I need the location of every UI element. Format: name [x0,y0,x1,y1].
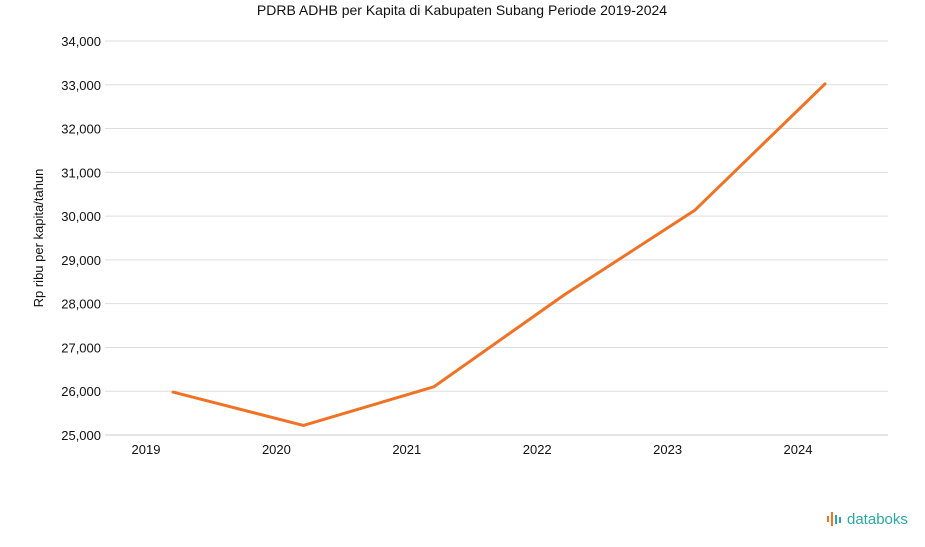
x-axis-ticks: 2019 2020 2021 2022 2023 2024 [132,442,813,457]
x-tick-label: 2019 [132,442,161,457]
y-tick-label: 26,000 [61,384,101,399]
chart-title: PDRB ADHB per Kapita di Kabupaten Subang… [257,2,667,18]
y-tick-label: 31,000 [61,165,101,180]
y-tick-label: 29,000 [61,253,101,268]
databoks-logo-icon [827,512,841,526]
y-tick-label: 25,000 [61,428,101,443]
x-tick-label: 2020 [262,442,291,457]
x-tick-label: 2023 [653,442,682,457]
grid [105,40,888,392]
y-tick-label: 34,000 [61,34,101,49]
y-tick-label: 27,000 [61,340,101,355]
x-tick-label: 2021 [392,442,421,457]
y-axis-label: Rp ribu per kapita/tahun [31,169,46,308]
x-tick-label: 2024 [784,442,813,457]
databoks-logo: databoks [826,509,908,529]
databoks-logo-text: databoks [847,510,908,528]
y-tick-label: 32,000 [61,122,101,137]
y-axis-ticks: 25,000 26,000 27,000 28,000 29,000 30,000 31,0… [61,34,101,443]
y-tick-label: 30,000 [61,209,101,224]
y-tick-label: 28,000 [61,297,101,312]
series-line [171,82,827,427]
x-tick-label: 2022 [523,442,552,457]
y-tick-label: 33,000 [61,78,101,93]
